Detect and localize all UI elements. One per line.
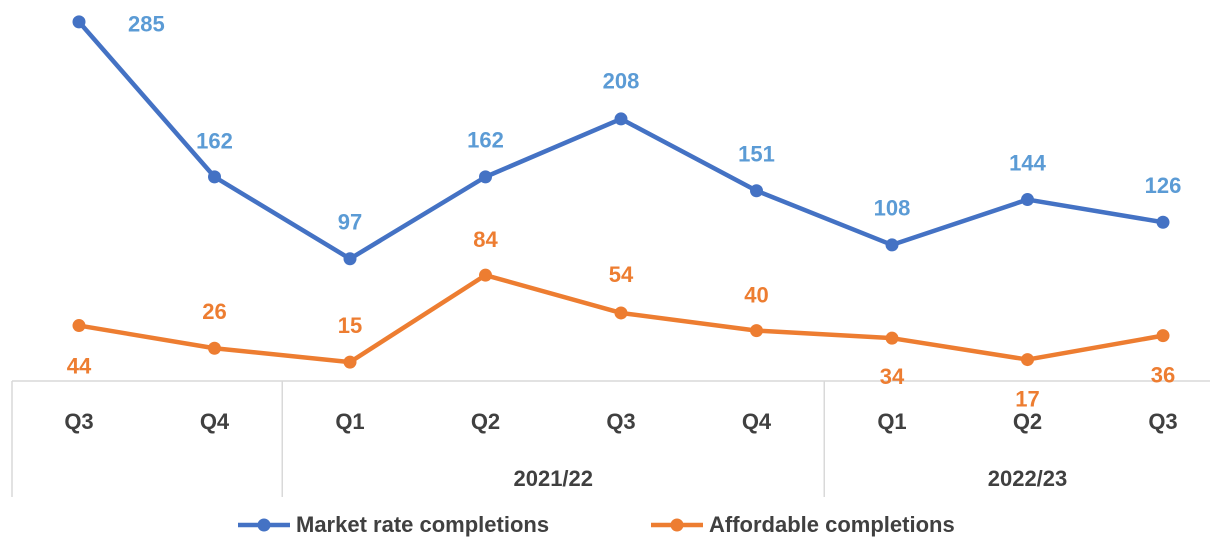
- legend-swatch: [257, 518, 271, 532]
- point: [614, 306, 628, 320]
- data-label: 36: [1151, 362, 1175, 387]
- x-tick-label: Q4: [200, 409, 230, 434]
- data-label: 126: [1145, 173, 1182, 198]
- x-tick-label: Q1: [877, 409, 906, 434]
- data-label: 162: [467, 128, 504, 153]
- x-tick-label: Q2: [1013, 409, 1042, 434]
- data-label: 54: [609, 262, 634, 287]
- point: [479, 170, 492, 184]
- data-label: 84: [473, 227, 498, 252]
- data-label: 26: [202, 299, 226, 324]
- data-label: 285: [128, 12, 165, 37]
- x-tick-label: Q3: [64, 409, 93, 434]
- data-label: 162: [196, 129, 233, 154]
- legend-label: Market rate completions: [296, 512, 549, 537]
- x-tick-label: Q4: [742, 409, 772, 434]
- data-label: 97: [338, 210, 362, 235]
- x-tick-label: Q3: [1148, 409, 1177, 434]
- point: [479, 268, 492, 282]
- point: [1021, 353, 1034, 367]
- data-label: 40: [744, 282, 768, 307]
- x-tick-label: Q3: [606, 409, 635, 434]
- point: [208, 341, 221, 355]
- data-label: 108: [874, 196, 911, 221]
- point: [72, 15, 86, 29]
- series-line: [77, 20, 1164, 262]
- data-label: 17: [1015, 386, 1039, 411]
- point: [72, 319, 86, 333]
- point: [1156, 329, 1170, 343]
- group-label: 2022/23: [988, 466, 1068, 491]
- point: [885, 331, 899, 345]
- point: [343, 355, 357, 369]
- legend-swatch: [670, 518, 684, 532]
- x-tick-label: Q2: [471, 409, 500, 434]
- point: [1021, 193, 1034, 207]
- point: [750, 324, 763, 338]
- point: [614, 112, 628, 126]
- point: [885, 238, 899, 252]
- data-label: 15: [338, 313, 362, 338]
- group-label: 2021/22: [513, 466, 593, 491]
- data-label: 208: [603, 69, 640, 94]
- point: [1156, 215, 1170, 229]
- data-label: 44: [67, 353, 92, 378]
- x-tick-label: Q1: [335, 409, 364, 434]
- point: [208, 170, 221, 184]
- data-label: 34: [880, 364, 905, 389]
- legend-label: Affordable completions: [709, 512, 955, 537]
- data-label: 151: [738, 142, 775, 167]
- point: [750, 184, 763, 198]
- point: [343, 252, 357, 266]
- data-label: 144: [1009, 150, 1046, 175]
